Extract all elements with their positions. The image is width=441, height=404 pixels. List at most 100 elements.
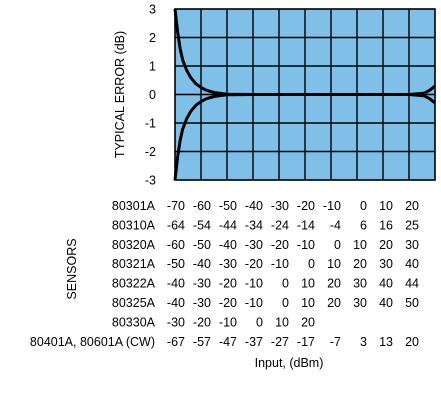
sensor-input-value: -30 <box>193 277 211 291</box>
sensor-input-value: -60 <box>167 238 185 252</box>
sensor-input-value: 25 <box>405 218 419 232</box>
x-axis-label: Input, (dBm) <box>255 356 324 370</box>
sensor-input-value: 20 <box>353 257 367 271</box>
sensor-input-value: -37 <box>245 335 263 349</box>
sensor-input-value: -10 <box>271 257 289 271</box>
sensor-input-value: -70 <box>167 199 185 213</box>
sensor-input-value: -40 <box>167 277 185 291</box>
sensor-input-value: 44 <box>405 277 419 291</box>
sensor-input-value: 10 <box>301 296 315 310</box>
y-tick-label: 3 <box>149 3 156 17</box>
sensor-input-value: 30 <box>353 296 367 310</box>
sensor-input-value: 20 <box>301 315 315 329</box>
sensor-input-value: 30 <box>353 277 367 291</box>
sensor-input-value: 30 <box>405 238 419 252</box>
sensor-input-value: 10 <box>379 199 393 213</box>
sensor-input-value: 0 <box>282 277 289 291</box>
sensor-input-value: -47 <box>219 335 237 349</box>
sensor-input-value: -40 <box>193 257 211 271</box>
sensor-name: 80310A <box>112 218 156 232</box>
sensor-input-value: -10 <box>323 199 341 213</box>
sensor-input-value: 6 <box>360 218 367 232</box>
sensor-input-value: 40 <box>379 296 393 310</box>
sensor-input-value: -40 <box>245 199 263 213</box>
sensor-input-value: -54 <box>193 218 211 232</box>
sensor-input-value: -30 <box>193 296 211 310</box>
error-curve <box>173 93 436 181</box>
error-curves <box>173 8 436 181</box>
sensor-input-value: -10 <box>297 238 315 252</box>
sensor-input-value: 40 <box>405 257 419 271</box>
sensor-name: 80401A, 80601A (CW) <box>30 335 155 349</box>
sensor-input-value: -24 <box>271 218 289 232</box>
sensor-input-value: -50 <box>193 238 211 252</box>
sensor-input-value: -50 <box>167 257 185 271</box>
sensor-input-value: -50 <box>219 199 237 213</box>
sensor-input-value: 0 <box>282 296 289 310</box>
sensor-name: 80320A <box>112 238 156 252</box>
sensor-input-value: -60 <box>193 199 211 213</box>
sensor-input-value: -10 <box>245 296 263 310</box>
sensor-input-value: -34 <box>245 218 263 232</box>
plot-border <box>174 8 436 181</box>
sensor-input-value: -30 <box>245 238 263 252</box>
sensor-input-value: -40 <box>167 296 185 310</box>
sensor-input-value: -4 <box>330 218 341 232</box>
sensor-input-value: 10 <box>275 315 289 329</box>
sensor-input-value: -67 <box>167 335 185 349</box>
sensor-input-value: 0 <box>360 199 367 213</box>
y-tick-labels: 3 2 1 0 -1 -2 -3 <box>145 3 156 188</box>
sensor-input-value: -10 <box>219 315 237 329</box>
sensor-input-value: -57 <box>193 335 211 349</box>
sensor-name: 80330A <box>112 315 156 329</box>
sensors-label: SENSORS <box>65 238 79 299</box>
sensor-input-value: 13 <box>379 335 393 349</box>
sensor-input-value: 16 <box>379 218 393 232</box>
sensor-input-value: 40 <box>379 277 393 291</box>
sensor-input-value: -20 <box>193 315 211 329</box>
sensor-input-value: 0 <box>334 238 341 252</box>
sensor-input-value: 30 <box>379 257 393 271</box>
y-tick-label: 1 <box>149 60 156 74</box>
sensor-input-value: 10 <box>327 257 341 271</box>
y-tick-label: -2 <box>145 145 156 159</box>
sensor-input-value: -20 <box>245 257 263 271</box>
sensor-input-value: -44 <box>219 218 237 232</box>
sensor-input-value: -20 <box>219 296 237 310</box>
sensor-input-value: 20 <box>327 296 341 310</box>
sensor-input-value: -64 <box>167 218 185 232</box>
sensor-input-value: 3 <box>360 335 367 349</box>
sensor-input-value: -30 <box>167 315 185 329</box>
sensor-input-value: -20 <box>297 199 315 213</box>
sensor-input-value: -20 <box>271 238 289 252</box>
y-tick-label: 2 <box>149 31 156 45</box>
sensor-input-value: -7 <box>330 335 341 349</box>
y-tick-label: 0 <box>149 88 156 102</box>
sensor-name: 80322A <box>112 277 156 291</box>
sensor-input-value: 20 <box>379 238 393 252</box>
sensor-input-value: 10 <box>353 238 367 252</box>
sensor-input-value: -40 <box>219 238 237 252</box>
sensor-input-value: -14 <box>297 218 315 232</box>
sensor-input-value: 10 <box>301 277 315 291</box>
sensor-input-value: 20 <box>405 335 419 349</box>
y-axis-label: TYPICAL ERROR (dB) <box>113 31 127 158</box>
sensor-input-value: 0 <box>308 257 315 271</box>
sensor-input-value: -30 <box>219 257 237 271</box>
sensor-input-value: -10 <box>245 277 263 291</box>
sensor-name: 80325A <box>112 296 156 310</box>
sensor-input-value: 0 <box>256 315 263 329</box>
sensor-input-value: 20 <box>405 199 419 213</box>
sensor-name: 80301A <box>112 199 156 213</box>
sensor-input-value: -27 <box>271 335 289 349</box>
sensor-input-value: -30 <box>271 199 289 213</box>
sensor-input-value: 50 <box>405 296 419 310</box>
sensor-input-value: 20 <box>327 277 341 291</box>
sensor-input-value: -17 <box>297 335 315 349</box>
sensor-input-value: -20 <box>219 277 237 291</box>
y-tick-label: -1 <box>145 117 156 131</box>
y-tick-label: -3 <box>145 174 156 188</box>
sensor-name: 80321A <box>112 257 156 271</box>
